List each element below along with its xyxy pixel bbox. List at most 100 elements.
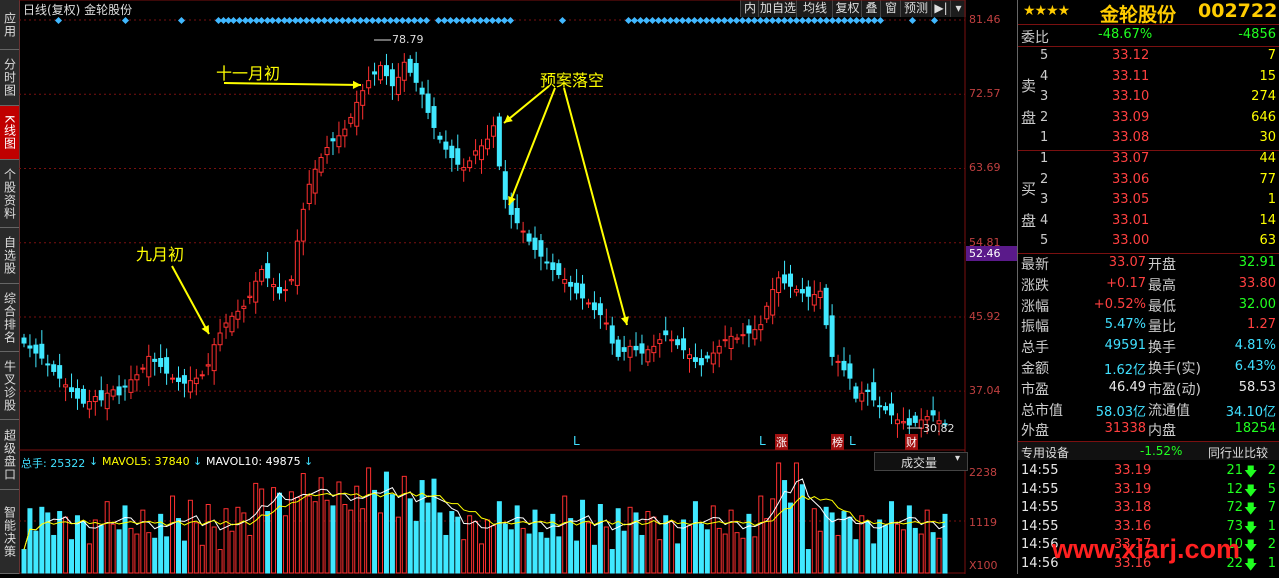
volume-bar (615, 508, 621, 574)
indicator-dropdown[interactable]: 成交量 ▾ (874, 452, 968, 471)
toolbar-button[interactable]: 加自选 (758, 0, 797, 17)
volume-bar (235, 506, 241, 574)
order-row[interactable]: 3 33.05 1 (1018, 190, 1279, 211)
nav-item[interactable]: K线图 (0, 106, 19, 160)
tick-time: 14:56 (1021, 537, 1059, 552)
toolbar-button[interactable]: 复权 (832, 0, 862, 17)
volume-bar (942, 513, 948, 574)
signal-marker (219, 16, 228, 25)
volume-bar (722, 533, 728, 574)
min-price-label: 30.82 (923, 422, 955, 435)
signal-marker (834, 16, 843, 25)
order-row[interactable]: 1 33.08 30 (1018, 128, 1279, 149)
next-arrow-icon[interactable]: ▶| (931, 0, 950, 17)
tab-industry[interactable]: 专用设备 (1021, 446, 1070, 460)
volume-bar (199, 544, 205, 574)
order-row[interactable]: 1 33.07 44 (1018, 149, 1279, 170)
volume-bar (413, 520, 419, 574)
tick-row[interactable]: 14:55 33.16 73 🡇 1 (1018, 518, 1279, 536)
candle-body (419, 87, 425, 95)
tick-price: 33.19 (1114, 463, 1152, 478)
nav-item[interactable]: 超级盘口 (0, 420, 19, 490)
stat-value: 4.81% (1234, 338, 1276, 354)
chevron-down-icon[interactable]: ▾ (950, 0, 966, 17)
tick-row[interactable]: 14:55 33.18 72 🡇 7 (1018, 499, 1279, 517)
volume-bar (544, 537, 550, 574)
volume-bar (223, 508, 229, 574)
tick-time: 14:55 (1021, 481, 1059, 497)
marker-list[interactable]: 榜 (831, 434, 844, 450)
order-row[interactable]: 4 33.01 14 (1018, 211, 1279, 232)
volume-bar (704, 529, 710, 574)
tick-count: 1 (1267, 555, 1276, 571)
candle-body (520, 230, 526, 233)
candle-body (847, 363, 853, 379)
nav-item[interactable]: 牛叉诊股 (0, 352, 19, 420)
tick-row[interactable]: 14:56 33.17 10 🡇 2 (1018, 536, 1279, 554)
volume-bar (639, 534, 645, 574)
order-row[interactable]: 4 33.11 15 (1018, 67, 1279, 88)
signal-marker (362, 16, 371, 25)
signal-marker (374, 16, 383, 25)
candle-body (187, 380, 193, 393)
nav-item[interactable]: 分时图 (0, 50, 19, 106)
order-row[interactable]: 2 33.06 77 (1018, 170, 1279, 191)
marker-l[interactable]: L (759, 434, 766, 448)
nav-item[interactable]: 智能决策 (0, 490, 19, 574)
nav-item[interactable]: 自选股 (0, 228, 19, 284)
volume-bar (211, 526, 217, 574)
volume-bar (883, 525, 889, 574)
nav-item[interactable]: 个股资料 (0, 160, 19, 228)
volume-bar (894, 523, 900, 574)
signal-marker (257, 16, 266, 25)
candle-body (906, 418, 912, 426)
signal-marker (280, 16, 289, 25)
toolbar-button[interactable]: 叠 (861, 0, 881, 17)
order-row[interactable]: 3 33.10 274 (1018, 87, 1279, 108)
stat-value: 33.07 (1108, 255, 1146, 270)
marker-finance[interactable]: 财 (905, 434, 918, 450)
tick-row[interactable]: 14:56 33.16 22 🡇 1 (1018, 555, 1279, 573)
volume-bar (520, 527, 526, 574)
toolbar-button[interactable]: 预测 (900, 0, 931, 17)
volume-bar (782, 480, 788, 574)
volume-bar (164, 536, 170, 574)
signal-marker (846, 16, 855, 25)
order-price: 33.06 (1112, 171, 1150, 187)
candle-body (39, 343, 45, 359)
stat-row: 涨跌 +0.17 最高 33.80 (1018, 274, 1279, 295)
candle-body (181, 375, 187, 384)
order-row[interactable]: 5 33.00 63 (1018, 231, 1279, 252)
tick-row[interactable]: 14:55 33.19 21 🡇 2 (1018, 462, 1279, 480)
volume-bar (799, 484, 805, 574)
toolbar-button[interactable]: 均线 (796, 0, 833, 17)
marker-l[interactable]: L (573, 434, 580, 448)
tick-row[interactable]: 14:55 33.19 12 🡇 5 (1018, 481, 1279, 499)
toolbar-button[interactable]: 窗 (880, 0, 901, 17)
candle-body (894, 419, 900, 425)
candle-body (669, 339, 675, 342)
order-row[interactable]: 2 33.09 646 (1018, 108, 1279, 129)
candle-body (425, 93, 431, 113)
order-row[interactable]: 5 33.12 7 (1018, 46, 1279, 67)
nav-item[interactable]: 综合排名 (0, 284, 19, 352)
stat-label: 总手 (1021, 340, 1049, 357)
stat-label: 金额 (1021, 361, 1049, 377)
volume-bar (92, 519, 98, 574)
signal-marker (720, 16, 729, 25)
marker-l[interactable]: L (849, 434, 856, 448)
marker-limit-up[interactable]: 涨 (775, 434, 788, 450)
stat-value: +0.52% (1093, 296, 1146, 312)
volume-bar (746, 513, 752, 574)
kline-chart[interactable] (19, 0, 1017, 574)
signal-marker (224, 16, 233, 25)
nav-item[interactable]: 应用 (0, 0, 19, 50)
stat-value: 31338 (1104, 421, 1146, 437)
signal-marker (350, 16, 359, 25)
toolbar-button[interactable]: 内 (740, 0, 759, 17)
order-price: 33.09 (1112, 109, 1150, 125)
arrow-plan-1 (503, 85, 550, 124)
tab-peer-compare[interactable]: 同行业比较 (1208, 446, 1269, 460)
candle-body (663, 330, 669, 336)
volume-bar (134, 533, 140, 574)
